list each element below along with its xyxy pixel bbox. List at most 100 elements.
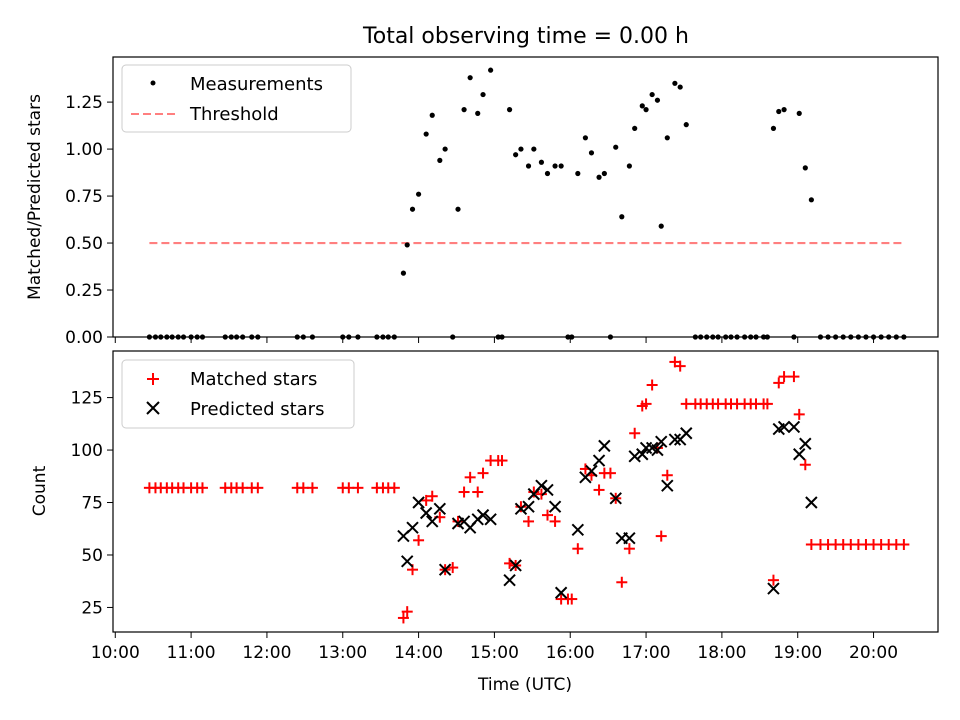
predicted-star-point	[438, 563, 452, 576]
measurement-point	[437, 157, 443, 163]
predicted-star-point	[777, 420, 791, 434]
matched-star-point	[767, 574, 779, 586]
bottom-y-tick-label: 125	[71, 389, 103, 409]
measurement-point	[506, 107, 513, 113]
measurement-point	[601, 170, 607, 177]
matched-star-point	[352, 482, 364, 494]
bottom-y-tick-label: 100	[71, 441, 103, 461]
predicted-star-point	[433, 502, 447, 516]
bottom-x-tick-label: 20:00	[849, 643, 898, 663]
bottom-y-tick-label: 50	[81, 546, 103, 566]
measurement-point	[619, 214, 625, 220]
top-y-tick-label: 1.25	[65, 93, 103, 113]
measurement-point	[632, 125, 638, 132]
matched-star-point	[661, 469, 673, 481]
top-y-tick-label: 0.25	[65, 281, 103, 301]
predicted-star-point	[535, 479, 548, 492]
matched-star-point	[397, 612, 409, 624]
legend-predicted-label: Predicted stars	[190, 399, 324, 420]
measurement-point	[525, 163, 532, 169]
bottom-x-tick-label: 19:00	[773, 643, 822, 663]
predicted-star-point	[680, 427, 693, 440]
predicted-star-point	[636, 448, 649, 461]
measurement-point	[404, 242, 410, 248]
chart-title: Total observing time = 0.00 h	[362, 24, 689, 49]
predicted-star-point	[541, 483, 554, 497]
matched-star-point	[646, 379, 658, 391]
bottom-x-axis-label: Time (UTC)	[477, 675, 572, 695]
measurement-point	[626, 163, 632, 169]
measurement-point	[643, 107, 649, 113]
bottom-panel: 25 50 75 100 125 10:00 11:00 12:00 13:00 14:00 15:…	[30, 350, 939, 695]
matched-star-point	[604, 467, 616, 479]
matched-star-point	[401, 606, 413, 618]
measurement-point	[442, 146, 448, 152]
matched-star-point	[674, 360, 686, 372]
matched-star-point	[464, 471, 476, 483]
bottom-y-tick-label: 75	[81, 494, 103, 514]
matched-star-point	[477, 467, 489, 479]
top-legend: Measurements Threshold	[121, 64, 352, 133]
matched-star-point	[761, 398, 773, 410]
legend-measurements-dot	[150, 80, 156, 86]
measurement-point	[683, 122, 689, 128]
measurement-point	[802, 165, 808, 171]
matched-star-point	[496, 455, 508, 467]
predicted-star-point	[805, 496, 818, 509]
measurement-point	[415, 191, 422, 197]
bottom-x-tick-label: 16:00	[546, 643, 595, 663]
measurement-point	[654, 97, 661, 103]
predicted-star-point	[598, 439, 611, 453]
predicted-star-point	[548, 500, 562, 513]
measurement-point	[613, 144, 619, 150]
matched-star-point	[788, 371, 800, 383]
top-y-axis-label: Matched/Predicted stars	[25, 94, 45, 300]
measurement-point	[596, 174, 602, 180]
matched-star-point	[447, 562, 459, 574]
bottom-x-tick-label: 15:00	[470, 643, 519, 663]
measurement-point	[582, 135, 589, 141]
measurement-point	[658, 223, 664, 229]
matched-star-point	[799, 459, 811, 471]
measurement-point	[467, 75, 473, 81]
measurement-point	[531, 146, 537, 152]
measurement-point	[475, 110, 481, 116]
measurement-point	[423, 131, 429, 137]
measurement-point	[558, 163, 564, 169]
matched-star-point	[793, 408, 805, 420]
predicted-star-point	[514, 502, 528, 516]
measurement-point	[808, 197, 814, 203]
predicted-star-point	[484, 513, 497, 526]
matched-star-point	[535, 488, 547, 500]
bottom-y-tick-label: 25	[81, 598, 103, 618]
bottom-tick-layer: 25 50 75 100 125 10:00 11:00 12:00 13:00 14:00 15:…	[71, 389, 899, 663]
matched-star-point	[593, 484, 605, 496]
predicted-star-point	[554, 586, 568, 599]
measurement-point	[639, 103, 645, 109]
measurement-point	[677, 84, 683, 90]
predicted-star-point	[651, 443, 664, 457]
measurement-point	[796, 110, 802, 116]
matched-star-point	[472, 486, 484, 498]
top-y-tick-label: 0.75	[65, 187, 103, 207]
matched-star-point	[426, 490, 438, 502]
bottom-x-tick-label: 17:00	[622, 643, 671, 663]
measurement-point	[400, 270, 407, 276]
predicted-star-point	[767, 582, 780, 595]
predicted-star-point	[426, 515, 439, 528]
bottom-legend-box	[121, 359, 355, 429]
predicted-star-point	[503, 573, 516, 587]
measurement-point	[781, 107, 787, 113]
bottom-legend: Matched stars Predicted stars	[121, 359, 355, 429]
matched-star-point	[629, 427, 641, 439]
predicted-star-point	[628, 450, 641, 463]
matched-star-point	[458, 486, 470, 498]
legend-measurements-label: Measurements	[190, 74, 323, 95]
matched-star-point	[388, 482, 400, 494]
predicted-star-point	[799, 437, 812, 450]
bottom-x-tick-label: 14:00	[394, 643, 443, 663]
predicted-star-point	[655, 435, 668, 448]
bottom-x-tick-label: 18:00	[697, 643, 746, 663]
top-tick-layer: 0.00 0.25 0.50 0.75 1.00 1.25	[65, 93, 875, 348]
matched-star-point	[566, 593, 578, 605]
